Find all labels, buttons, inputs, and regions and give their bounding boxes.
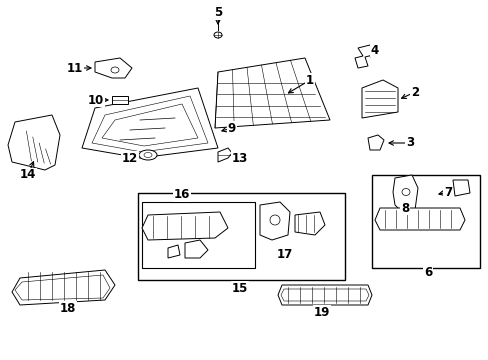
Ellipse shape [111, 67, 119, 73]
Text: 16: 16 [173, 189, 190, 202]
Text: 17: 17 [276, 248, 292, 261]
Polygon shape [367, 135, 383, 150]
Polygon shape [112, 96, 128, 104]
Text: 10: 10 [88, 94, 104, 107]
Polygon shape [452, 180, 469, 196]
Text: 6: 6 [423, 266, 431, 279]
Ellipse shape [269, 215, 280, 225]
Text: 12: 12 [122, 152, 138, 165]
Text: 9: 9 [227, 122, 236, 135]
Text: 8: 8 [400, 202, 408, 215]
Text: 19: 19 [313, 306, 329, 319]
Bar [138, 193, 345, 280]
Text: 1: 1 [305, 73, 313, 86]
Polygon shape [8, 115, 60, 170]
Text: 4: 4 [370, 44, 378, 57]
Text: 14: 14 [20, 168, 36, 181]
Polygon shape [12, 270, 115, 305]
Polygon shape [354, 45, 372, 68]
Polygon shape [218, 148, 231, 162]
Ellipse shape [214, 32, 222, 38]
Ellipse shape [401, 189, 409, 195]
Text: 11: 11 [67, 62, 83, 75]
Polygon shape [278, 285, 371, 305]
Polygon shape [260, 202, 289, 240]
Polygon shape [184, 240, 207, 258]
Text: 3: 3 [405, 136, 413, 149]
Polygon shape [82, 88, 218, 158]
Text: 5: 5 [213, 6, 222, 19]
Polygon shape [215, 58, 329, 128]
Bar [142, 202, 254, 268]
Polygon shape [142, 212, 227, 240]
Text: 15: 15 [231, 282, 248, 294]
Text: 18: 18 [60, 302, 76, 315]
Text: 2: 2 [410, 85, 418, 99]
Polygon shape [294, 212, 325, 235]
Polygon shape [361, 80, 397, 118]
Ellipse shape [139, 150, 157, 160]
Text: 13: 13 [231, 152, 247, 165]
Ellipse shape [143, 153, 152, 158]
Polygon shape [95, 58, 132, 78]
Polygon shape [168, 245, 180, 258]
Bar [371, 175, 479, 268]
Polygon shape [374, 208, 464, 230]
Polygon shape [392, 175, 417, 215]
Text: 7: 7 [443, 185, 451, 198]
